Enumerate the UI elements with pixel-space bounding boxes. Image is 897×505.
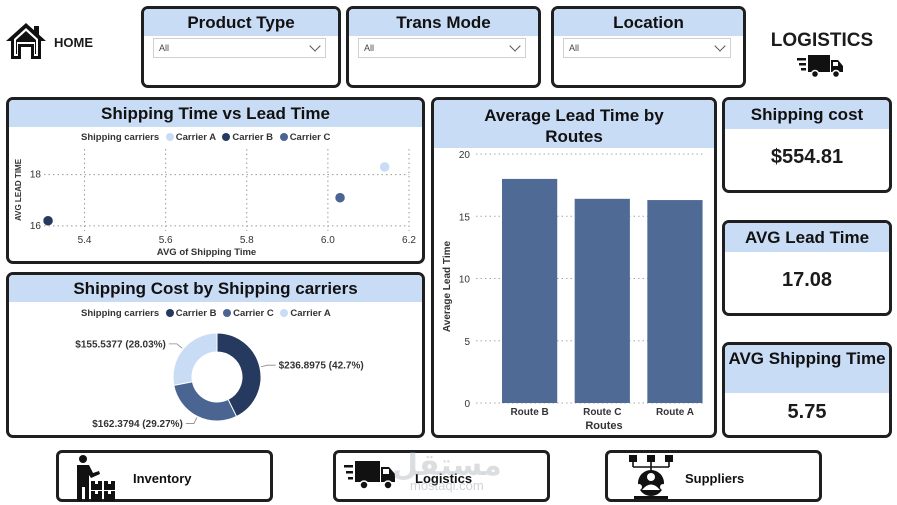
y-tick-label: 16 — [30, 221, 42, 232]
carrier-a-dot — [280, 309, 289, 317]
legend-carrier-b: Carrier B — [175, 308, 217, 319]
bar-route-b — [502, 178, 558, 403]
kpi-avg-shipping-time-value: 5.75 — [787, 401, 827, 423]
x-axis-label: Routes — [585, 420, 622, 432]
legend-carrier-a: Carrier A — [290, 308, 331, 319]
nav-inventory-button[interactable]: Inventory — [56, 450, 273, 502]
y-tick-label: 20 — [459, 150, 471, 161]
location-value: All — [569, 43, 580, 53]
kpi-avg-shipping-time-title: AVG Shipping Time — [725, 345, 889, 393]
trans-mode-select[interactable]: All — [358, 38, 526, 58]
carrier-c-dot — [279, 133, 288, 141]
x-tick-label: 6.0 — [321, 235, 335, 246]
carrier-a-dot — [165, 133, 174, 141]
donut-legend: Shipping carriers Carrier B Carrier C Ca… — [81, 308, 331, 319]
brand-title: LOGISTICS — [770, 30, 874, 51]
filter-location-label: Location — [554, 9, 743, 36]
carrier-b-dot — [222, 133, 231, 141]
y-tick-label: 10 — [459, 275, 471, 286]
y-tick-label: 18 — [30, 170, 42, 181]
scatter-plot: 5.4 5.6 5.8 6.0 6.2 16 18 AVG of Shipping Time A… — [14, 149, 416, 258]
donut-data-label: $236.8975 (42.7%) — [279, 361, 364, 372]
filter-location: Location All — [551, 6, 746, 88]
x-tick-label: 5.6 — [159, 235, 173, 246]
point-carrier-b — [42, 215, 54, 226]
x-tick-label: Route B — [510, 407, 548, 418]
bar-title: Average Lead Time by Routes — [434, 100, 714, 148]
donut-leader-line — [260, 364, 276, 368]
home-label: HOME — [54, 35, 93, 50]
scatter-legend: Shipping carriers Carrier A Carrier B Ca… — [81, 132, 330, 143]
scatter-title: Shipping Time vs Lead Time — [9, 100, 422, 127]
nav-inventory-label: Inventory — [133, 471, 192, 486]
point-carrier-a — [379, 161, 390, 173]
home-icon — [6, 23, 46, 59]
suppliers-network-icon — [629, 455, 673, 499]
legend-carrier-a: Carrier A — [175, 132, 216, 143]
delivery-truck-icon — [344, 461, 395, 490]
donut-chart: $236.8975 (42.7%) $162.3794 (29.27%) $155.… — [75, 332, 364, 430]
brand: LOGISTICS — [757, 30, 887, 80]
donut-title: Shipping Cost by Shipping carriers — [9, 275, 422, 302]
y-tick-label: 5 — [464, 337, 470, 348]
kpi-shipping-cost-value: $554.81 — [770, 146, 844, 168]
location-select[interactable]: All — [563, 38, 731, 58]
donut-data-label: $155.5377 (28.03%) — [75, 339, 166, 350]
x-tick-label: 6.2 — [402, 235, 416, 246]
filter-product-type-label: Product Type — [144, 9, 338, 36]
carrier-c-dot — [223, 309, 232, 317]
nav-suppliers-label: Suppliers — [685, 471, 745, 486]
nav-suppliers-button[interactable]: Suppliers — [605, 450, 822, 502]
product-type-select[interactable]: All — [153, 38, 326, 58]
product-type-value: All — [159, 43, 170, 53]
inventory-icon — [77, 455, 115, 501]
scatter-card: Shipping Time vs Lead Time Shipping carr… — [6, 97, 425, 264]
y-tick-label: 15 — [459, 212, 471, 223]
delivery-truck-icon — [797, 55, 843, 79]
x-tick-label: Route C — [583, 407, 621, 418]
legend-carrier-c: Carrier C — [289, 132, 331, 143]
donut-legend-title: Shipping carriers — [81, 308, 160, 319]
bar-route-c — [574, 198, 630, 403]
kpi-avg-shipping-time: AVG Shipping Time 5.75 — [722, 342, 892, 438]
donut-slice-carrier-b — [216, 332, 262, 418]
kpi-avg-lead-time-value: 17.08 — [781, 269, 833, 291]
y-axis-label: AVG LEAD TIME — [14, 158, 23, 221]
chevron-down-icon — [714, 40, 726, 52]
filter-product-type: Product Type All — [141, 6, 341, 88]
kpi-avg-lead-time-title: AVG Lead Time — [725, 223, 889, 252]
x-tick-label: 5.4 — [78, 235, 92, 246]
donut-leader-line — [185, 417, 198, 424]
chevron-down-icon — [309, 40, 321, 52]
legend-carrier-c: Carrier C — [233, 308, 274, 319]
y-axis-label: Average Lead Time — [442, 240, 453, 332]
filter-trans-mode-label: Trans Mode — [349, 9, 538, 36]
kpi-avg-lead-time: AVG Lead Time 17.08 — [722, 220, 892, 316]
bar-card: Average Lead Time by Routes 0 5 10 15 20 Rout… — [431, 97, 717, 438]
bar-route-a — [647, 200, 703, 403]
scatter-legend-title: Shipping carriers — [81, 132, 160, 143]
trans-mode-value: All — [364, 43, 375, 53]
donut-slice-carrier-a — [172, 332, 218, 386]
filter-trans-mode: Trans Mode All — [346, 6, 541, 88]
bar-chart: 0 5 10 15 20 Route B Route C Route A Routes Avera… — [442, 150, 704, 432]
x-tick-label: 5.8 — [240, 235, 254, 246]
donut-leader-line — [168, 343, 183, 349]
x-tick-label: Route A — [656, 407, 694, 418]
kpi-shipping-cost-title: Shipping cost — [725, 100, 889, 129]
kpi-shipping-cost: Shipping cost $554.81 — [722, 97, 892, 193]
donut-data-label: $162.3794 (29.27%) — [92, 419, 183, 430]
legend-carrier-b: Carrier B — [232, 132, 274, 143]
y-tick-label: 0 — [464, 399, 470, 410]
home-link[interactable]: HOME — [4, 20, 104, 62]
carrier-b-dot — [165, 309, 174, 317]
donut-card: Shipping Cost by Shipping carriers Shipp… — [6, 272, 425, 438]
nav-logistics-button[interactable]: Logistics — [333, 450, 550, 502]
x-axis-label: AVG of Shipping Time — [157, 247, 256, 258]
nav-logistics-label: Logistics — [415, 471, 473, 486]
point-carrier-c — [334, 192, 346, 203]
chevron-down-icon — [509, 40, 521, 52]
donut-slice-carrier-c — [173, 381, 238, 422]
